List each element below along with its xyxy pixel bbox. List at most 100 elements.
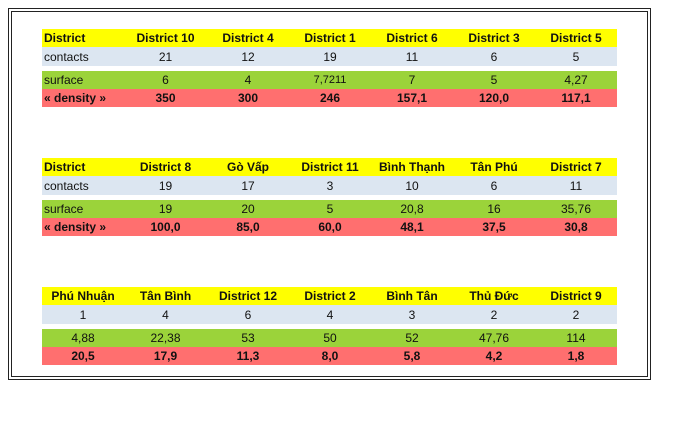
contacts-cell: 6 (244, 307, 252, 322)
surface-cell: 5 (326, 202, 334, 216)
header-cell: District 5 (550, 31, 602, 45)
surface-label: surface (44, 73, 84, 87)
header-cell: Bình Tân (386, 289, 438, 303)
contacts-row: contacts 21 12 19 11 6 5 (42, 47, 617, 66)
density-cell: 11,3 (236, 349, 260, 363)
header-cell: Tân Bình (139, 289, 192, 303)
header-cell: District 11 (301, 160, 359, 174)
contacts-row: 1 4 6 4 3 2 2 (42, 305, 617, 324)
density-label: « density » (44, 91, 107, 105)
density-cell: 157,1 (396, 91, 428, 105)
contacts-cell: 3 (326, 178, 334, 193)
header-cell: Phú Nhuận (51, 289, 115, 303)
density-cell: 117,1 (561, 91, 591, 105)
header-cell: District 6 (386, 31, 438, 45)
outer-frame (8, 8, 651, 380)
header-cell: District 9 (550, 289, 602, 303)
contacts-cell: 19 (323, 49, 337, 64)
row-gap (42, 324, 617, 329)
header-cell: Thủ Đức (469, 289, 519, 303)
contacts-cell: 4 (326, 307, 334, 322)
header-row: Phú Nhuận Tân Bình District 12 District … (42, 287, 617, 305)
contacts-cell: 19 (158, 178, 173, 193)
density-cell: 48,1 (400, 220, 424, 234)
contacts-row: contacts 19 17 3 10 6 11 (42, 176, 617, 195)
surface-cell: 7 (408, 73, 416, 87)
contacts-cell: 2 (572, 307, 580, 322)
surface-row: surface 6 4 7,7211 7 5 4,27 (42, 71, 617, 89)
contacts-cell: 5 (572, 49, 580, 64)
contacts-cell: 10 (405, 178, 419, 193)
density-row: « density » 350 300 246 157,1 120,0 117,… (42, 89, 617, 107)
contacts-cell: 2 (490, 307, 498, 322)
surface-cell: 35,76 (560, 202, 592, 216)
header-cell: District 2 (304, 289, 356, 303)
surface-cell: 4,88 (71, 331, 95, 345)
surface-cell: 19 (158, 202, 173, 216)
contacts-cell: 21 (158, 49, 173, 64)
inner-frame (11, 11, 648, 377)
header-cell: District 3 (468, 31, 520, 45)
surface-cell: 52 (405, 331, 419, 345)
density-cell: 350 (155, 91, 176, 105)
surface-cell: 20,8 (400, 202, 424, 216)
surface-row: surface 19 20 5 20,8 16 35,76 (42, 200, 617, 218)
density-cell: 85,0 (236, 220, 260, 234)
contacts-cell: 11 (569, 178, 583, 193)
surface-cell: 4 (244, 73, 252, 87)
header-row: District District 10 District 4 District… (42, 29, 617, 47)
density-cell: 120,0 (478, 91, 510, 105)
header-cell: District (44, 160, 86, 174)
surface-cell: 6 (162, 73, 169, 87)
density-cell: 246 (319, 91, 341, 105)
header-cell: District 12 (218, 289, 278, 303)
density-cell: 20,5 (71, 349, 95, 363)
contacts-label: contacts (44, 49, 89, 64)
surface-cell: 7,7211 (313, 74, 347, 86)
header-cell: Bình Thạnh (379, 160, 445, 174)
contacts-cell: 17 (241, 178, 255, 193)
contacts-cell: 1 (79, 307, 87, 322)
contacts-cell: 11 (405, 49, 419, 64)
contacts-cell: 6 (490, 178, 498, 193)
density-cell: 17,9 (153, 349, 178, 363)
surface-cell: 20 (241, 202, 255, 216)
density-row: « density » 100,0 85,0 60,0 48,1 37,5 30… (42, 218, 617, 236)
contacts-cell: 4 (162, 307, 169, 322)
header-cell: Tân Phú (470, 160, 518, 174)
surface-cell: 53 (241, 331, 255, 345)
surface-cell: 5 (490, 73, 498, 87)
density-label: « density » (44, 220, 107, 234)
density-cell: 30,8 (564, 220, 588, 234)
density-row: 20,5 17,9 11,3 8,0 5,8 4,2 1,8 (42, 347, 617, 365)
contacts-cell: 6 (490, 49, 498, 64)
header-row: District District 8 Gò Vấp District 11 B… (42, 158, 617, 176)
surface-label: surface (44, 202, 84, 216)
density-cell: 300 (237, 91, 259, 105)
header-cell: District 1 (304, 31, 356, 45)
density-cell: 4,2 (485, 349, 503, 363)
row-gap (42, 66, 617, 71)
density-cell: 60,0 (318, 220, 342, 234)
row-gap (42, 195, 617, 200)
density-table-2: District District 8 Gò Vấp District 11 B… (42, 158, 617, 236)
density-cell: 5,8 (403, 349, 421, 363)
surface-cell: 50 (323, 331, 337, 345)
density-cell: 37,5 (482, 220, 506, 234)
density-cell: 1,8 (567, 349, 585, 363)
header-cell: District 8 (139, 160, 192, 174)
contacts-cell: 3 (408, 307, 416, 322)
density-table-1: District District 10 District 4 District… (42, 29, 617, 107)
surface-cell: 114 (566, 331, 586, 345)
surface-row: 4,88 22,38 53 50 52 47,76 114 (42, 329, 617, 347)
surface-cell: 16 (487, 202, 501, 216)
header-cell: Gò Vấp (226, 160, 269, 174)
density-table-3: Phú Nhuận Tân Bình District 12 District … (42, 287, 617, 365)
surface-cell: 47,76 (478, 331, 510, 345)
header-cell: District 10 (136, 31, 195, 45)
contacts-cell: 12 (241, 49, 255, 64)
contacts-label: contacts (44, 178, 89, 193)
header-cell: District 7 (550, 160, 602, 174)
surface-cell: 4,27 (564, 73, 588, 87)
density-cell: 100,0 (150, 220, 181, 234)
